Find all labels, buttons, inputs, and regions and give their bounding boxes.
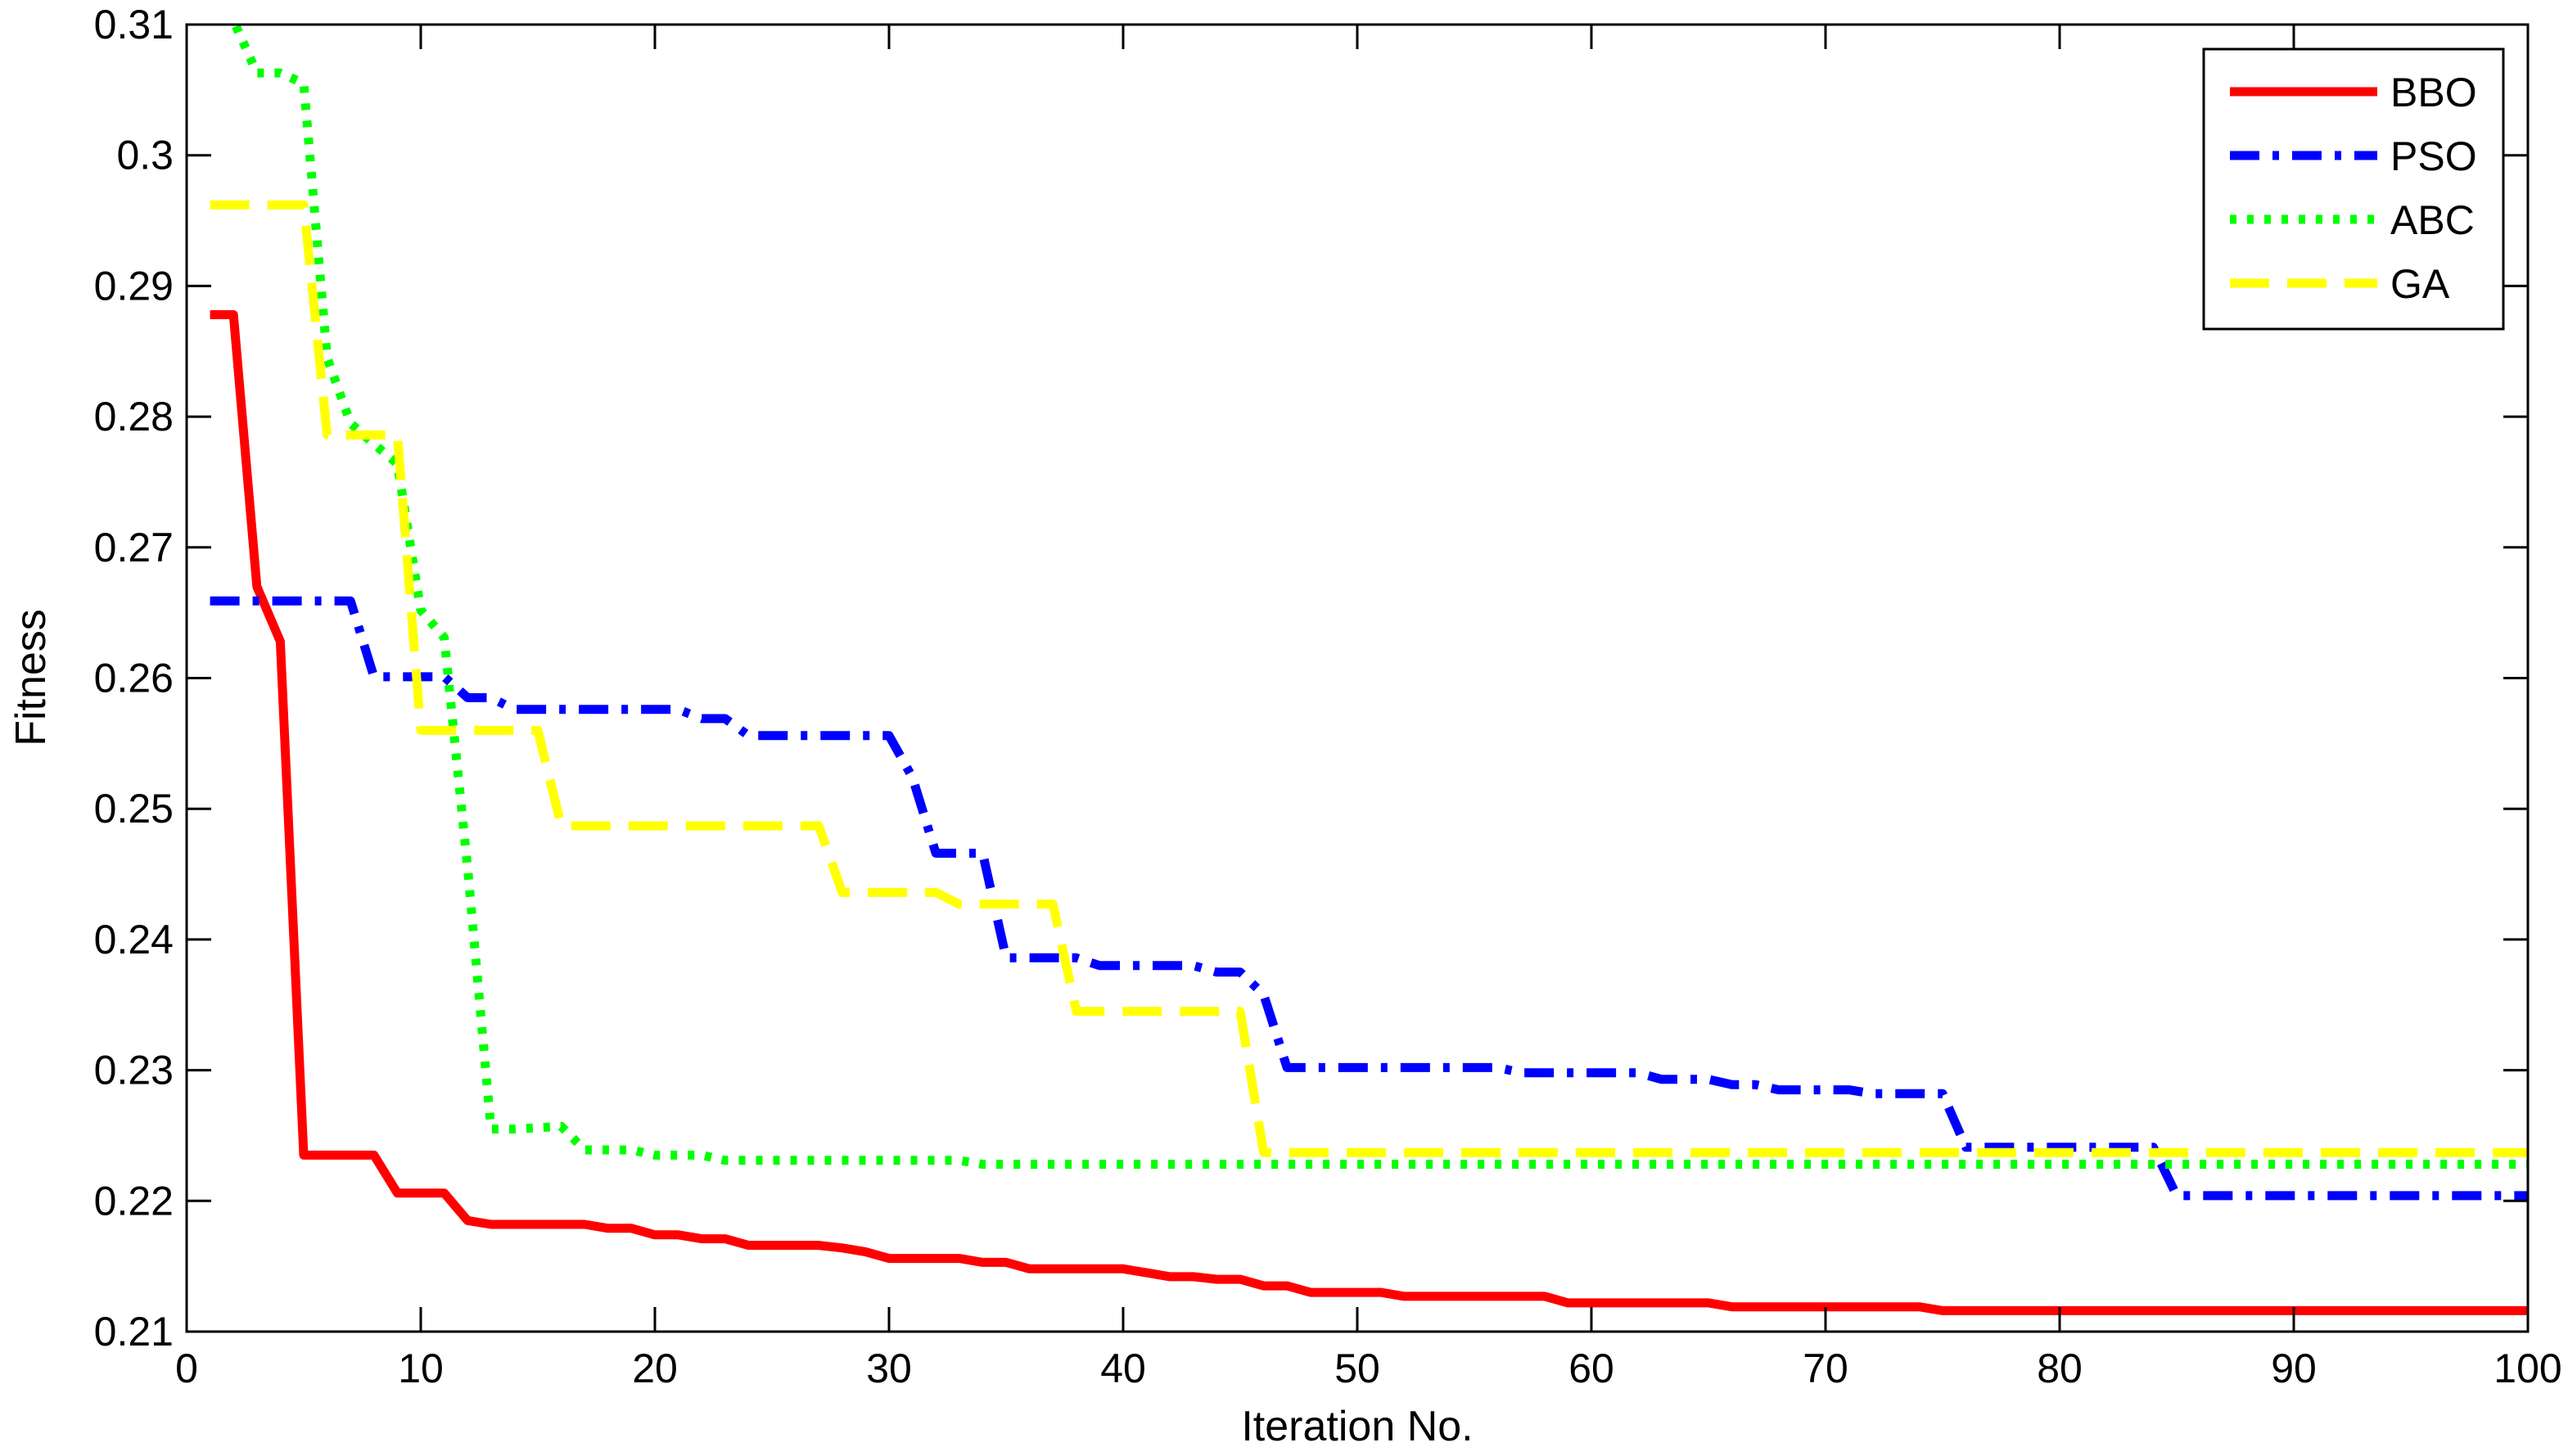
- legend-label-abc: ABC: [2390, 197, 2475, 243]
- y-tick-label: 0.27: [94, 525, 174, 570]
- x-tick-label: 90: [2271, 1346, 2317, 1391]
- y-tick-label: 0.23: [94, 1048, 174, 1093]
- y-tick-label: 0.26: [94, 656, 174, 701]
- x-axis-label: Iteration No.: [1241, 1403, 1473, 1450]
- y-tick-label: 0.22: [94, 1178, 174, 1224]
- series-line-ga: [210, 200, 2528, 1157]
- x-tick-label: 10: [398, 1346, 444, 1391]
- y-axis-label: Fitness: [7, 609, 55, 746]
- x-tick-label: 100: [2494, 1346, 2561, 1391]
- x-tick-label: 30: [866, 1346, 912, 1391]
- x-tick-label: 20: [632, 1346, 678, 1391]
- x-tick-label: 70: [1803, 1346, 1848, 1391]
- y-tick-label: 0.28: [94, 394, 174, 440]
- legend-label-ga: GA: [2390, 261, 2450, 307]
- y-tick-label: 0.3: [116, 133, 174, 178]
- y-tick-label: 0.25: [94, 786, 174, 832]
- axis-layer: 0 10 20 30 40 50 60 70 80 90 100 0.21 0.22 0.23 0.24 0.…: [94, 2, 2562, 1391]
- series-line-pso: [210, 596, 2528, 1201]
- x-tick-label: 0: [175, 1346, 198, 1391]
- legend-label-pso: PSO: [2390, 133, 2477, 179]
- y-tick-label: 0.31: [94, 2, 174, 47]
- series-layer: [210, 25, 2528, 1315]
- legend-label-bbo: BBO: [2390, 70, 2477, 115]
- legend: BBO PSO ABC GA: [2202, 47, 2505, 331]
- y-tick-label: 0.29: [94, 263, 174, 309]
- x-tick-label: 40: [1100, 1346, 1146, 1391]
- x-tick-label: 80: [2037, 1346, 2083, 1391]
- y-tick-label: 0.24: [94, 917, 174, 962]
- x-tick-label: 50: [1334, 1346, 1380, 1391]
- series-line-bbo: [210, 310, 2528, 1315]
- y-tick-label: 0.21: [94, 1309, 174, 1355]
- x-tick-label: 60: [1568, 1346, 1614, 1391]
